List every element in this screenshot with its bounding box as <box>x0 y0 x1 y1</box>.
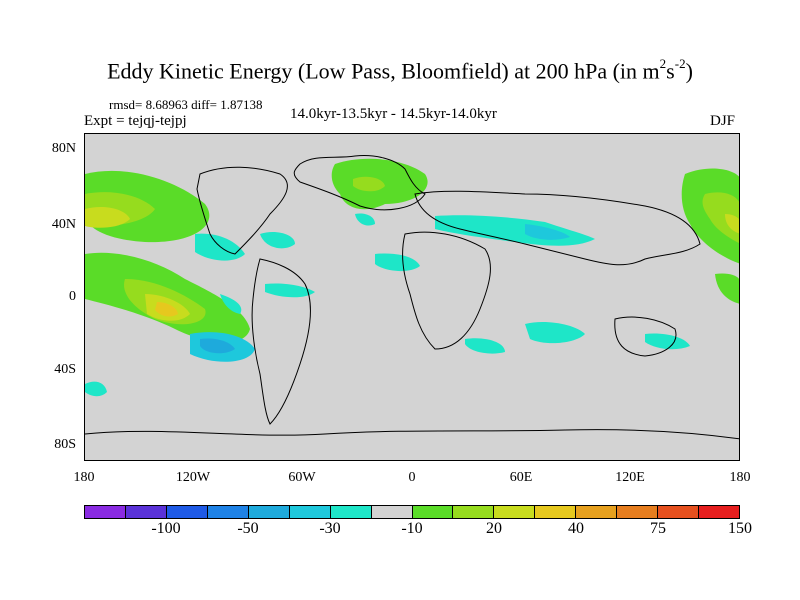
period-text: 14.0kyr-13.5kyr - 14.5kyr-14.0kyr <box>290 106 497 122</box>
coastlines <box>85 155 739 440</box>
colorbar-label: 75 <box>650 520 666 537</box>
colorbar-swatch <box>699 506 739 518</box>
colorbar-label: -50 <box>237 520 259 537</box>
colorbar-label: 20 <box>486 520 502 537</box>
season-text: DJF <box>710 113 736 129</box>
colorbar-swatch <box>494 506 536 518</box>
lat-label: 40N <box>51 217 76 232</box>
colorbar-swatch <box>289 506 331 518</box>
colorbar-swatch <box>658 506 700 518</box>
colorbar-swatch <box>576 506 618 518</box>
positive-anomaly-regions <box>85 158 739 343</box>
lon-label: 120W <box>175 470 211 485</box>
lon-label: 0 <box>408 470 416 485</box>
lat-label: 80N <box>51 141 76 156</box>
lon-label: 120E <box>615 470 645 485</box>
colorbar <box>84 505 740 519</box>
colorbar-label: -10 <box>401 520 423 537</box>
lat-label: 40S <box>54 362 76 377</box>
map-panel <box>84 133 740 461</box>
colorbar-swatch <box>617 506 659 518</box>
colorbar-swatch <box>207 506 249 518</box>
lat-label: 80S <box>54 437 76 452</box>
colorbar-label: 40 <box>568 520 584 537</box>
colorbar-swatch <box>248 506 290 518</box>
colorbar-swatch <box>412 506 454 518</box>
colorbar-swatch <box>453 506 495 518</box>
lon-label: 60E <box>509 470 533 485</box>
colorbar-swatch <box>125 506 167 518</box>
colorbar-label: -30 <box>319 520 341 537</box>
colorbar-label: 150 <box>728 520 752 537</box>
lat-label: 0 <box>69 289 76 304</box>
colorbar-swatch <box>85 506 126 518</box>
expt-text: Expt = tejqj-tejpj <box>84 113 187 129</box>
colorbar-swatch <box>371 506 413 518</box>
rmsd-text: rmsd= 8.68963 diff= 1.87138 <box>109 97 263 112</box>
colorbar-swatch <box>535 506 577 518</box>
colorbar-swatch <box>166 506 208 518</box>
lon-label: 60W <box>288 470 316 485</box>
map-title: Eddy Kinetic Energy (Low Pass, Bloomfiel… <box>107 56 693 84</box>
lon-label: 180 <box>729 470 751 485</box>
colorbar-label: -100 <box>151 520 181 537</box>
lon-label: 180 <box>73 470 95 485</box>
map-field <box>85 155 739 440</box>
colorbar-swatch <box>330 506 372 518</box>
